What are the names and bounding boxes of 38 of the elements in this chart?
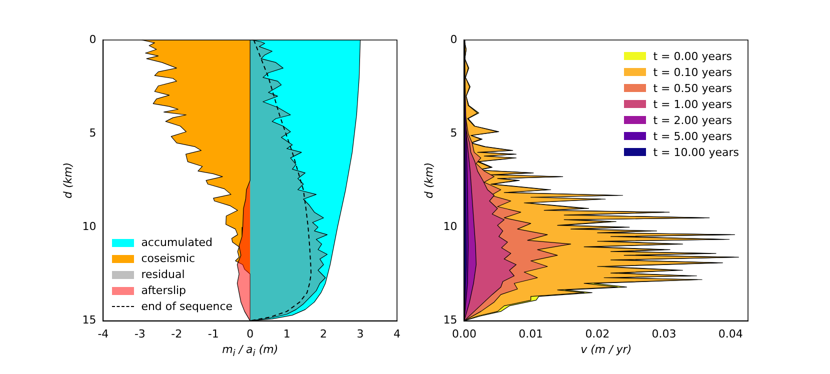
y-tick-label: 0: [89, 32, 96, 46]
legend-label: end of sequence: [141, 300, 233, 314]
legend-label: t = 1.00 years: [653, 98, 732, 110]
legend-label: t = 0.00 years: [653, 50, 732, 62]
y-axis-title: d (km): [422, 162, 436, 198]
x-tick-label: 0.03: [652, 327, 676, 340]
x-axis-title: m$_{i}$ / a$_{i}$ (m): [222, 342, 278, 359]
x-tick-label: 0: [246, 327, 254, 340]
x-tick-label: -3: [134, 327, 146, 340]
x-tick-label: -1: [208, 327, 219, 340]
x-tick-label: 1: [283, 327, 290, 340]
y-tick-label: 15: [82, 314, 96, 327]
y-tick-label: 0: [450, 32, 458, 46]
x-tick-label: 0.02: [585, 327, 610, 340]
x-tick-label: 0.01: [518, 327, 544, 340]
y-tick-label: 5: [450, 126, 458, 140]
x-tick-label: 3: [356, 327, 364, 340]
x-tick-label: 0.00: [452, 327, 476, 340]
x-tick-label: -2: [171, 327, 182, 340]
legend-label: coseismic: [141, 252, 196, 266]
legend-label: t = 10.00 years: [653, 146, 739, 158]
x-tick-label: -4: [98, 327, 109, 340]
legend-label: t = 5.00 years: [653, 130, 732, 142]
legend-label: accumulated: [141, 236, 213, 250]
x-axis-title: v (m / yr): [580, 342, 632, 356]
y-tick-label: 10: [443, 220, 458, 234]
x-tick-label: 2: [320, 327, 328, 340]
legend-label: t = 0.10 years: [653, 66, 732, 78]
y-tick-label: 5: [89, 126, 96, 140]
x-tick-label: 0.04: [718, 327, 743, 340]
legend-label: t = 2.00 years: [653, 114, 732, 126]
legend-label: t = 0.50 years: [653, 82, 732, 94]
y-axis-title: d (km): [61, 162, 74, 198]
legend-label: residual: [141, 268, 185, 282]
y-tick-label: 15: [443, 314, 458, 327]
x-tick-label: 4: [394, 327, 400, 340]
legend-label: afterslip: [141, 284, 186, 298]
y-tick-label: 10: [82, 220, 96, 234]
